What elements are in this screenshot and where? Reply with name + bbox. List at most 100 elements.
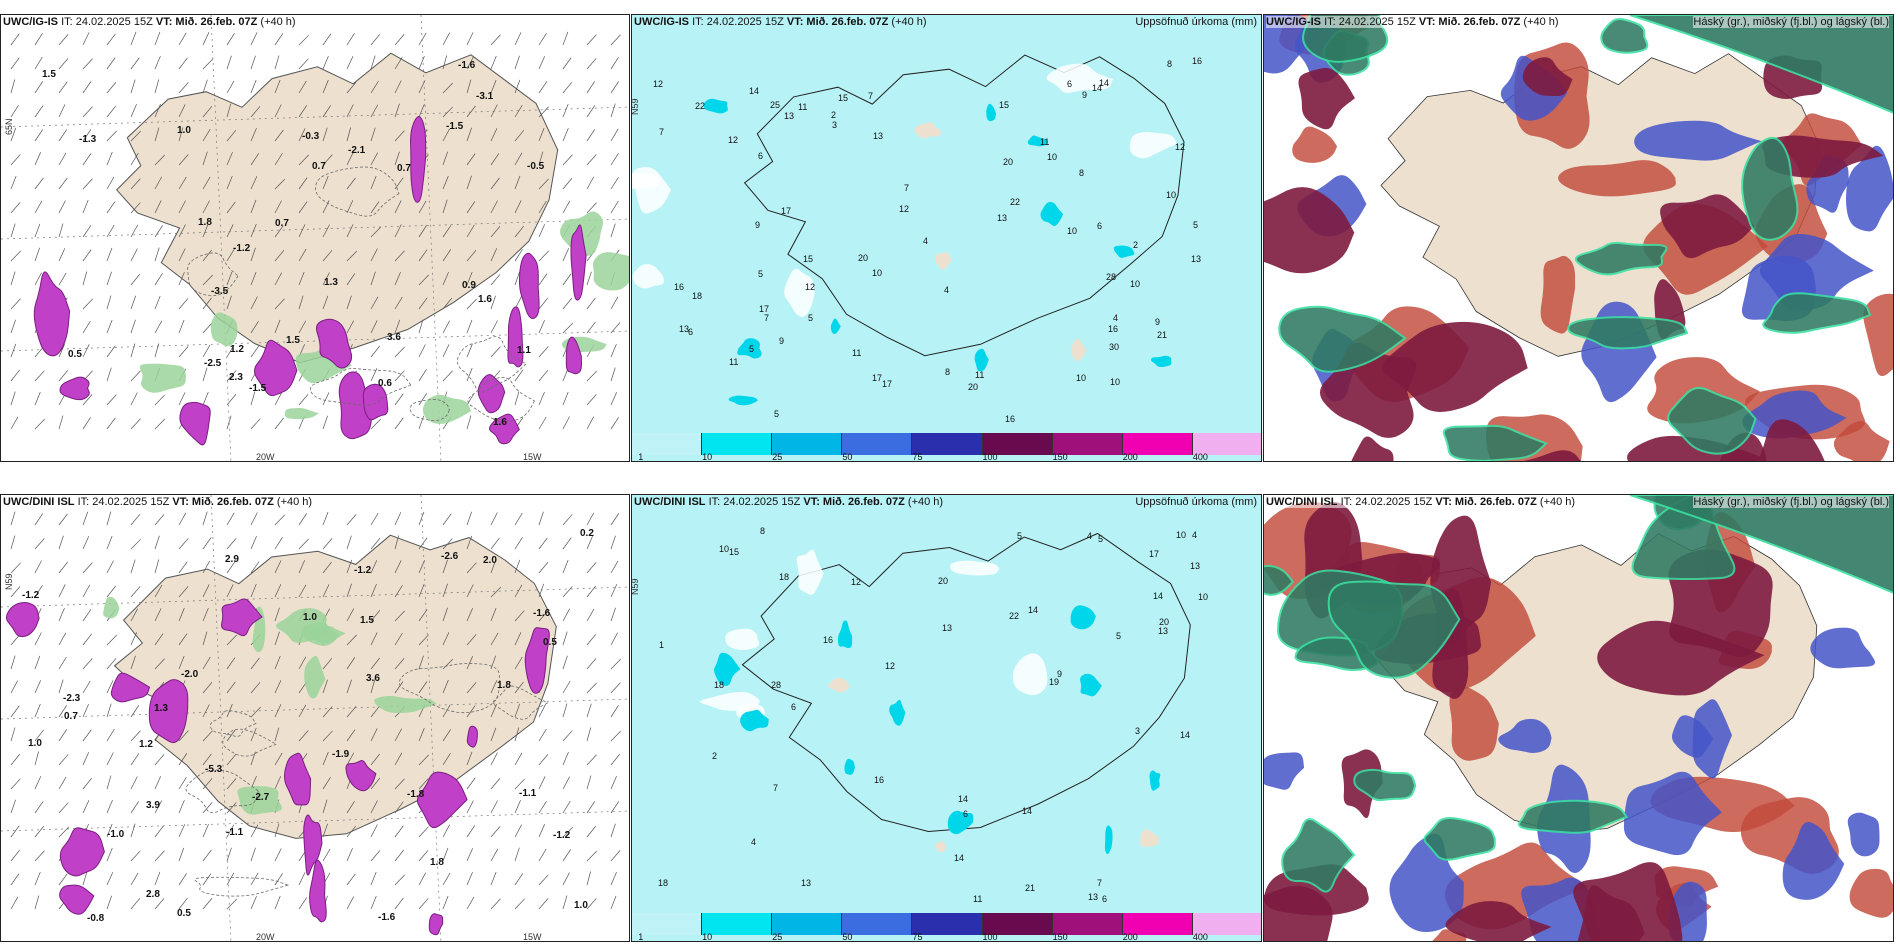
wind-barb	[298, 656, 307, 670]
value-label: -1.3	[79, 134, 97, 145]
wind-barb	[514, 32, 522, 46]
panel-header: UWC/IG-IS IT: 24.02.2025 15Z VT: Mið. 26…	[1266, 16, 1559, 28]
land-patch	[935, 252, 952, 270]
wind-barb	[490, 346, 501, 358]
value-label: 9	[1082, 90, 1088, 100]
wind-barb	[346, 127, 351, 142]
wind-barb	[490, 632, 499, 646]
wind-barb	[538, 754, 549, 766]
wind-barb	[586, 775, 592, 790]
model-name: UWC/IG-IS	[3, 16, 58, 28]
wind-barb	[130, 248, 138, 262]
wind-barb	[34, 513, 44, 526]
wind-barb	[418, 80, 426, 94]
cloud-low-area	[1742, 390, 1847, 439]
initial-time: IT: 24.02.2025 15Z	[692, 16, 784, 28]
wind-barb	[130, 295, 137, 310]
wind-barb	[106, 367, 112, 382]
cloud-red-area	[1432, 929, 1467, 941]
wind-barb	[106, 201, 116, 214]
wind-barb	[394, 778, 405, 790]
wind-barb	[10, 33, 20, 46]
wind-barb	[202, 151, 208, 166]
wind-barb	[514, 824, 522, 838]
wind-barb	[82, 106, 93, 118]
wind-barb	[178, 538, 189, 550]
wind-barb	[370, 152, 378, 166]
wind-barb	[514, 898, 525, 910]
wind-barb	[442, 658, 454, 670]
wind-barb	[34, 272, 42, 286]
wind-barb	[58, 513, 68, 526]
value-label: 18	[692, 291, 703, 301]
precip-light-area	[592, 252, 629, 291]
cloud-mid-area	[1351, 436, 1394, 461]
wind-barb	[442, 824, 451, 838]
wind-barb	[202, 322, 213, 334]
precip-patch	[1070, 605, 1096, 630]
hatched-area	[185, 769, 259, 814]
valid-time: Mið. 26.feb. 07Z	[822, 496, 905, 508]
wind-barb	[610, 632, 618, 646]
wind-barb	[10, 271, 16, 286]
dry-area	[784, 268, 815, 317]
cloud-mid-area	[1264, 885, 1333, 941]
bottom-cloud-panel: UWC/DINI ISL IT: 24.02.2025 15Z VT: Mið.…	[1263, 494, 1894, 942]
wind-barb	[34, 871, 41, 886]
wind-barb	[298, 513, 308, 526]
wind-barb	[610, 895, 617, 910]
wind-barb	[58, 873, 68, 886]
wind-barb	[442, 704, 451, 718]
wind-barb	[490, 177, 500, 190]
wind-barb	[562, 730, 573, 742]
colorbar-tick-label: 150	[1052, 452, 1068, 462]
value-label: 14	[954, 853, 965, 863]
wind-barb	[490, 295, 496, 310]
wind-barb	[514, 752, 523, 766]
value-label: 11	[975, 370, 985, 380]
wind-barb	[466, 751, 473, 766]
cloud-low-area	[1623, 771, 1722, 856]
wind-barb	[10, 343, 17, 358]
wind-barb	[250, 847, 256, 862]
value-label: 1.8	[430, 857, 444, 868]
wind-barb	[394, 200, 402, 214]
cloud-mid-area	[1298, 67, 1355, 130]
wind-barb	[82, 777, 93, 790]
wind-barb	[250, 872, 259, 886]
wind-barb	[10, 778, 21, 790]
wind-barb	[394, 681, 404, 694]
wind-barb	[514, 175, 521, 190]
value-label: 22	[695, 101, 706, 111]
wind-barb	[394, 56, 403, 70]
wind-barb	[610, 367, 616, 382]
wind-barb	[10, 586, 21, 598]
wind-barb	[226, 370, 237, 382]
wind-barb	[250, 751, 256, 766]
wind-barb	[418, 415, 425, 430]
wind-barb	[322, 105, 332, 118]
wind-barb	[34, 177, 44, 190]
wind-barb	[346, 82, 357, 94]
wind-barb	[298, 872, 306, 886]
wind-barb	[10, 298, 21, 310]
value-label: 0.7	[397, 163, 411, 174]
wind-barb	[226, 634, 237, 646]
wind-barb	[250, 321, 259, 334]
wind-barb	[250, 176, 258, 190]
cloud-mid-area	[1382, 321, 1528, 412]
wind-barb	[130, 559, 136, 574]
wind-barb	[34, 152, 41, 166]
wind-barb	[514, 129, 525, 142]
dry-area	[1012, 653, 1048, 696]
wind-barb	[226, 657, 236, 670]
wind-barb	[226, 847, 232, 862]
wind-barb	[514, 584, 523, 598]
wind-barb	[610, 535, 616, 550]
wind-barb	[34, 81, 44, 94]
wind-barb	[58, 369, 69, 382]
wind-barb	[178, 776, 187, 790]
wind-barb	[58, 344, 65, 358]
dry-area	[796, 549, 824, 595]
wind-barb	[442, 729, 452, 742]
